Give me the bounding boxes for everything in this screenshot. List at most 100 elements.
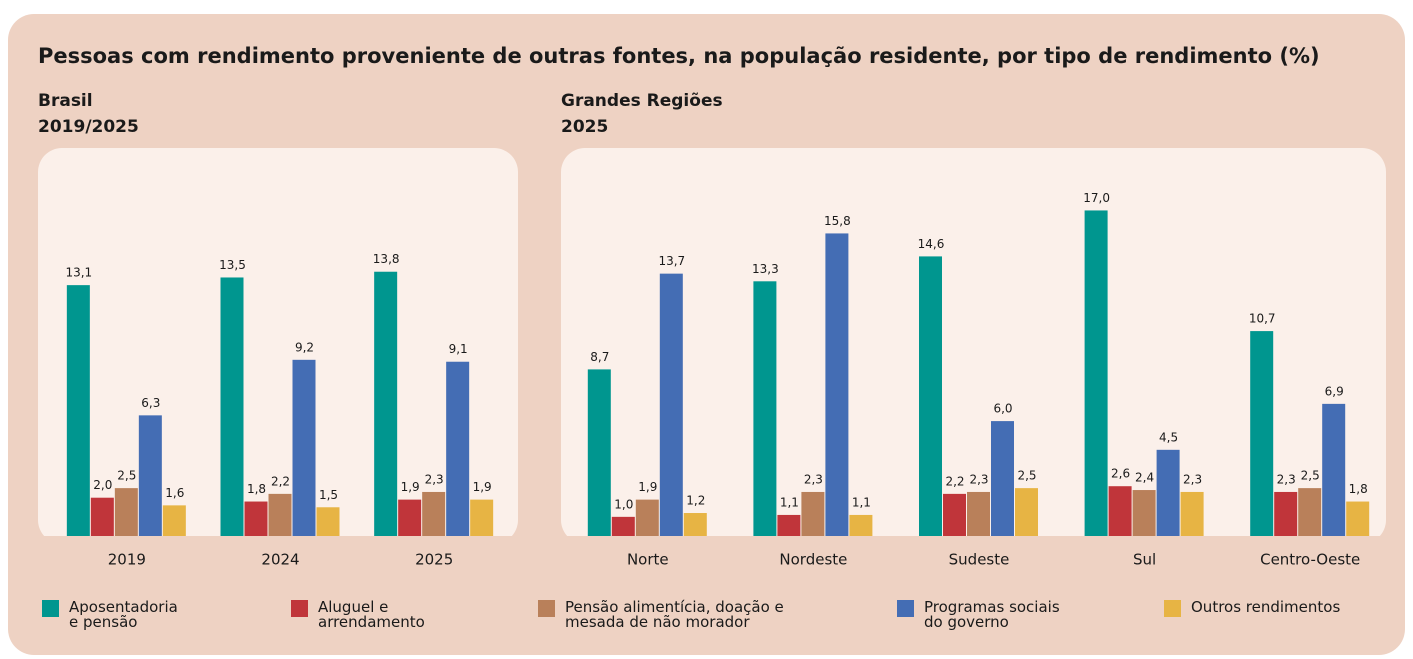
x-tick-label: 2025 (415, 551, 453, 569)
bar (991, 421, 1014, 536)
legend-item: Programas sociais do governo (897, 600, 1074, 630)
data-label: 13,5 (219, 258, 246, 272)
data-label: 2,3 (804, 472, 823, 486)
bar (943, 493, 966, 536)
bar (162, 505, 186, 536)
data-label: 1,6 (165, 486, 184, 500)
bar (66, 285, 90, 536)
data-label: 2,5 (1301, 469, 1320, 483)
bar (1346, 501, 1370, 536)
data-label: 1,8 (1349, 482, 1368, 496)
x-tick-label: Nordeste (779, 551, 847, 569)
bar (849, 514, 873, 536)
bar (753, 281, 777, 536)
data-label: 6,9 (1325, 384, 1344, 398)
bar (398, 499, 422, 536)
legend-item: Pensão alimentícia, doação e mesada de n… (538, 600, 825, 630)
bar (244, 501, 268, 536)
bar (268, 493, 292, 536)
data-label: 2,2 (271, 474, 290, 488)
subtitle: 2025 (561, 117, 608, 137)
data-label: 1,5 (319, 488, 338, 502)
bar (801, 491, 825, 536)
data-label: 1,9 (401, 480, 420, 494)
bar (967, 491, 990, 536)
data-label: 2,0 (93, 478, 112, 492)
data-label: 2,3 (425, 472, 444, 486)
legend-swatch (291, 600, 308, 617)
subtitle: Brasil (38, 91, 93, 111)
bar (114, 488, 138, 536)
legend-swatch (897, 600, 914, 617)
data-label: 6,3 (141, 396, 160, 410)
bar (1322, 403, 1346, 536)
data-label: 8,7 (590, 350, 609, 364)
chart-title: Pessoas com rendimento proveniente de ou… (38, 44, 1320, 68)
bar (1274, 491, 1298, 536)
data-label: 1,9 (473, 480, 492, 494)
x-tick-label: Sul (1133, 551, 1156, 569)
data-label: 17,0 (1083, 191, 1110, 205)
data-label: 13,8 (373, 252, 400, 266)
bar (138, 415, 162, 536)
bar (316, 507, 340, 536)
bar (1108, 486, 1132, 536)
legend-label: Programas sociais do governo (924, 598, 1060, 631)
bar (659, 273, 683, 536)
legend-label: Aluguel e arrendamento (318, 598, 425, 631)
legend-swatch (538, 600, 555, 617)
bar (1156, 449, 1180, 536)
subtitle: 2019/2025 (38, 117, 139, 137)
legend-label: Outros rendimentos (1191, 598, 1341, 616)
data-label: 15,8 (824, 214, 851, 228)
x-tick-label: 2024 (261, 551, 299, 569)
panel-edge (38, 536, 518, 546)
data-label: 1,1 (780, 495, 799, 509)
bar (292, 359, 316, 536)
data-label: 2,5 (117, 469, 136, 483)
legend-label: Pensão alimentícia, doação e mesada de n… (565, 598, 784, 631)
data-label: 9,1 (449, 342, 468, 356)
data-label: 2,3 (1183, 472, 1202, 486)
x-tick-label: Norte (627, 551, 669, 569)
data-label: 9,2 (295, 340, 314, 354)
bar (470, 499, 494, 536)
legend-item: Aposentadoria e pensão (42, 600, 179, 630)
bar (919, 256, 942, 536)
data-label: 10,7 (1249, 312, 1276, 326)
data-label: 13,3 (752, 262, 779, 276)
legend-swatch (42, 600, 59, 617)
data-label: 4,5 (1159, 430, 1178, 444)
bar (1084, 210, 1108, 536)
data-label: 2,3 (1277, 472, 1296, 486)
data-label: 1,8 (247, 482, 266, 496)
bar (1132, 490, 1156, 536)
data-label: 2,3 (969, 472, 988, 486)
bar (374, 271, 398, 536)
bar (422, 491, 446, 536)
bar (1250, 331, 1274, 536)
x-tick-label: Sudeste (949, 551, 1010, 569)
bar (777, 514, 801, 536)
data-label: 2,6 (1111, 467, 1130, 481)
bar (1180, 491, 1204, 536)
bar (220, 277, 244, 536)
data-label: 2,5 (1017, 469, 1036, 483)
bar (446, 361, 470, 536)
data-label: 13,7 (658, 254, 685, 268)
bar (1298, 488, 1322, 536)
legend-item: Aluguel e arrendamento (291, 600, 443, 630)
panel-edge (561, 536, 1386, 546)
data-label: 2,2 (945, 474, 964, 488)
legend-item: Outros rendimentos (1164, 600, 1411, 617)
bar (825, 233, 849, 536)
data-label: 14,6 (918, 237, 945, 251)
x-tick-label: 2019 (108, 551, 146, 569)
data-label: 1,0 (614, 497, 633, 511)
bar (90, 497, 114, 536)
bar (1015, 488, 1038, 536)
subtitle: Grandes Regiões (561, 91, 723, 111)
legend-swatch (1164, 600, 1181, 617)
bar (611, 516, 635, 536)
